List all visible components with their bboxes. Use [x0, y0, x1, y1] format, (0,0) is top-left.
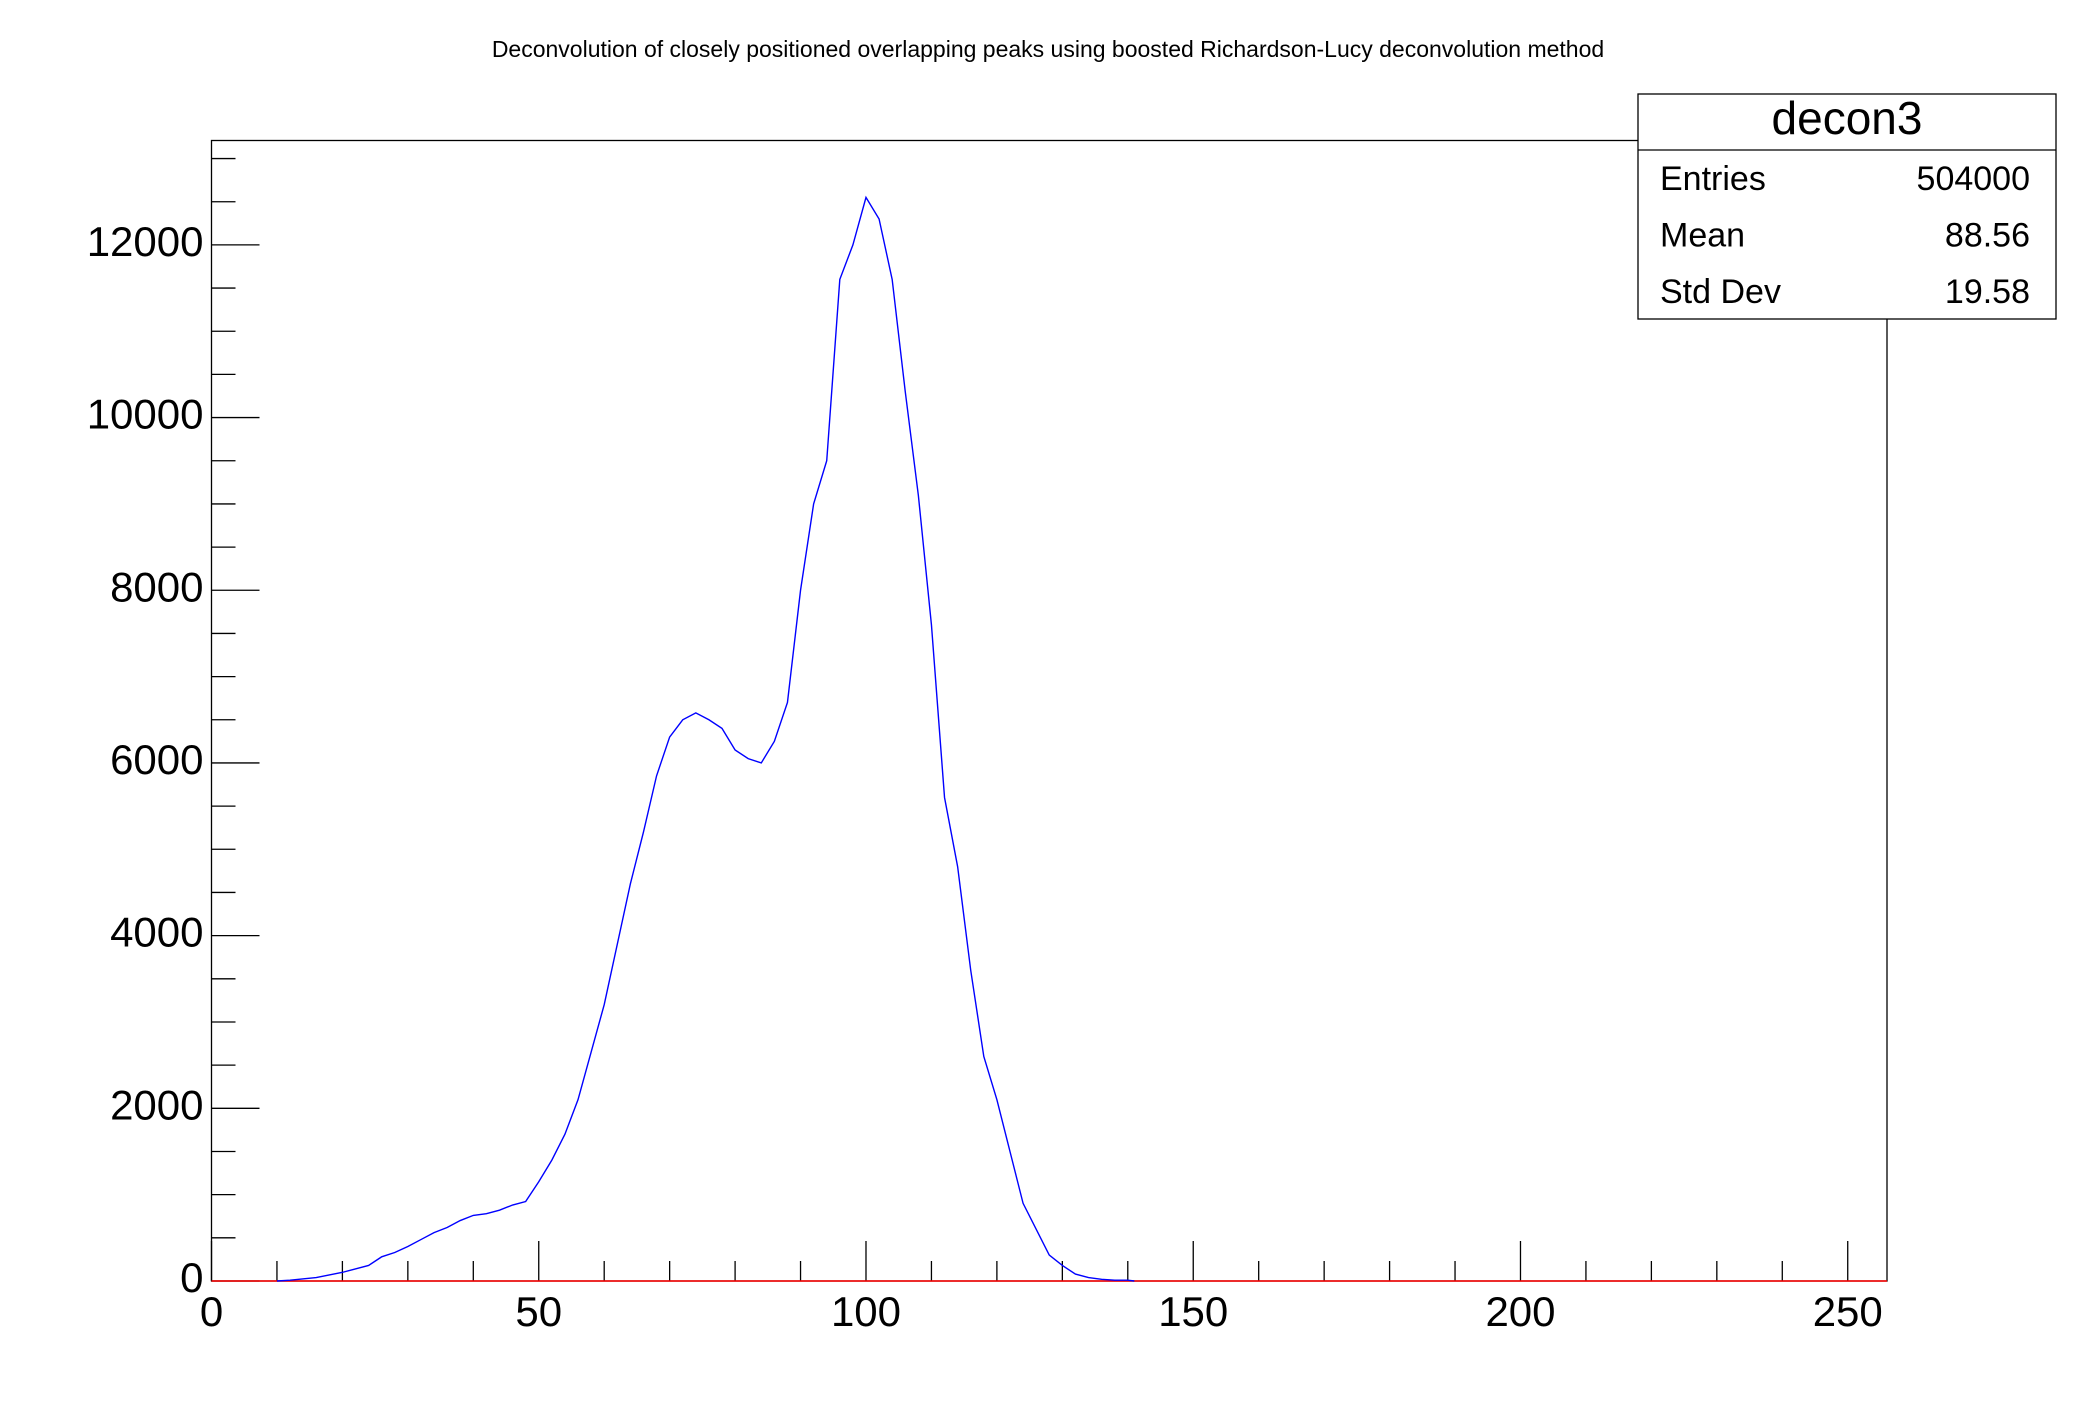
- stats-label: Entries: [1660, 160, 1766, 198]
- x-tick-label: 50: [515, 1288, 562, 1335]
- x-tick-label: 0: [200, 1288, 223, 1335]
- x-tick-label: 250: [1813, 1288, 1883, 1335]
- x-tick-label: 200: [1485, 1288, 1555, 1335]
- chart-title: Deconvolution of closely positioned over…: [492, 36, 1604, 62]
- stats-value: 88.56: [1945, 216, 2030, 254]
- y-tick-label: 2000: [110, 1081, 203, 1128]
- y-tick-label: 12000: [87, 218, 204, 265]
- stats-value: 19.58: [1945, 273, 2030, 311]
- stats-title: decon3: [1772, 92, 1923, 144]
- y-tick-label: 0: [180, 1254, 203, 1301]
- x-tick-label: 150: [1158, 1288, 1228, 1335]
- stats-box: [1637, 93, 2057, 320]
- y-tick-label: 8000: [110, 563, 203, 610]
- x-tick-label: 100: [831, 1288, 901, 1335]
- y-tick-label: 10000: [87, 391, 204, 438]
- data-line: [276, 195, 1135, 1282]
- stats-label: Std Dev: [1660, 273, 1781, 311]
- y-tick-label: 6000: [110, 736, 203, 783]
- y-tick-label: 4000: [110, 909, 203, 956]
- stats-value: 504000: [1917, 160, 2030, 198]
- stats-label: Mean: [1660, 216, 1745, 254]
